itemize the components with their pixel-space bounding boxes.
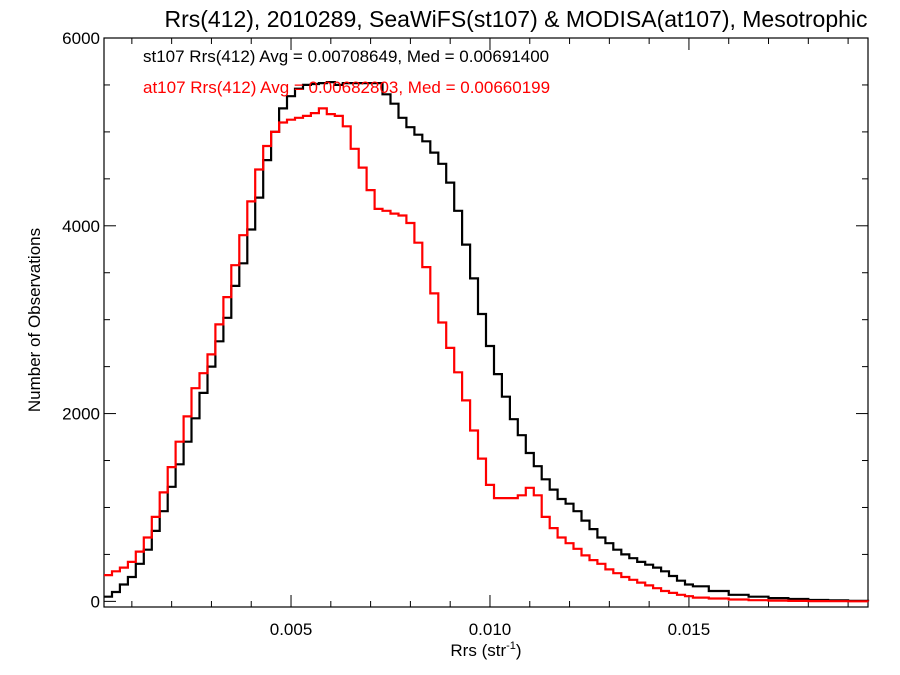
x-axis-label: Rrs (str-1) <box>450 640 521 660</box>
plot-frame <box>103 37 869 608</box>
axes: 0.005 0.010 0.015 0 2000 4000 6000 <box>62 29 868 639</box>
y-axis-label: Number of Observations <box>25 228 44 412</box>
series-line-at107 <box>104 107 870 603</box>
legend-label-at107: at107 Rrs(412) Avg = 0.00682803, Med = 0… <box>143 78 550 97</box>
x-axis-label-end: ) <box>516 641 522 660</box>
chart-title: Rrs(412), 2010289, SeaWiFS(st107) & MODI… <box>164 6 867 32</box>
y-tick-label: 6000 <box>62 29 100 48</box>
y-tick-label: 0 <box>91 592 100 611</box>
x-tick-label: 0.005 <box>270 620 313 639</box>
x-tick-label: 0.010 <box>469 620 512 639</box>
series-lines <box>104 81 870 603</box>
y-tick-label: 4000 <box>62 217 100 236</box>
y-tick-label: 2000 <box>62 405 100 424</box>
x-axis-label-superscript: -1 <box>506 640 516 652</box>
x-axis-label-text: Rrs (str <box>450 641 506 660</box>
x-tick-label: 0.015 <box>668 620 711 639</box>
series-line-st107 <box>104 81 870 602</box>
legend-label-st107: st107 Rrs(412) Avg = 0.00708649, Med = 0… <box>143 47 549 66</box>
